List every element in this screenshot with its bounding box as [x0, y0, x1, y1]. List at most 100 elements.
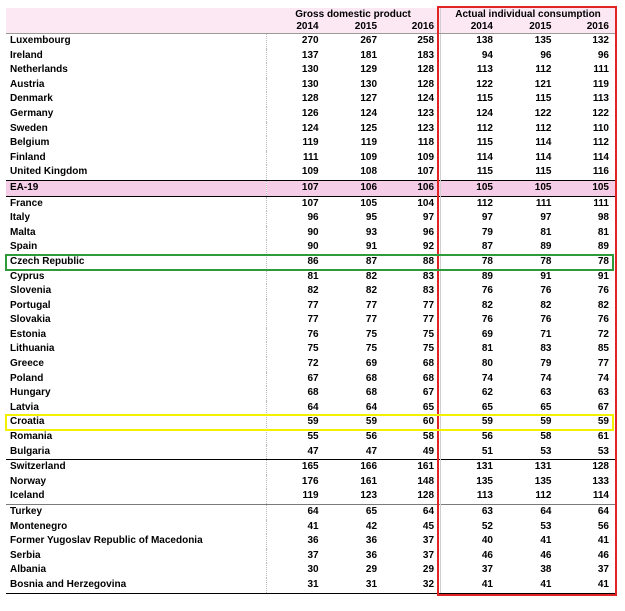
year-header-row: 2014 2015 2016 2014 2015 2016: [6, 21, 615, 34]
aic-value-cell: 74: [440, 371, 499, 387]
aic-value-cell: 76: [597, 314, 609, 326]
country-name-cell: Austria: [10, 78, 45, 90]
table-row: Austria 130 130 128 122 121 119: [6, 77, 615, 93]
country-name-cell: Finland: [10, 151, 46, 163]
aic-value-cell: 76: [440, 284, 499, 299]
country-name-cell: EA-19: [6, 179, 267, 197]
gdp-value-cell: 75: [422, 328, 435, 340]
table-row: Croatia 59 59 60 59 59 59: [6, 415, 615, 431]
gdp-value-cell: 31: [265, 577, 325, 594]
gdp-value-cell: 77: [422, 314, 435, 326]
gdp-value-cell: 109: [265, 165, 325, 181]
gdp-value-cell: 90: [265, 240, 325, 255]
aic-value-cell: 63: [440, 503, 499, 520]
aic-value-cell: 87: [440, 240, 499, 255]
aic-value-cell: 122: [534, 107, 552, 119]
gdp-value-cell: 82: [365, 285, 378, 297]
gdp-value-cell: 130: [265, 63, 325, 78]
table-row: Hungary 68 68 67 62 63 63: [6, 386, 615, 401]
table-row: Malta 90 93 96 79 81 81: [6, 225, 615, 241]
aic-value-cell: 121: [534, 78, 552, 90]
table-row: EA-19 107 106 106 105 105 105: [6, 179, 615, 197]
country-name-cell: Bulgaria: [10, 445, 51, 457]
aic-value-cell: 91: [540, 270, 552, 282]
country-name-cell: Slovenia: [10, 285, 52, 297]
gdp-value-cell: 91: [365, 241, 378, 253]
gdp-value-cell: 47: [365, 445, 378, 457]
aic-value-cell: 96: [540, 49, 552, 61]
country-name-cell: Belgium: [10, 137, 50, 149]
aic-value-cell: 111: [593, 64, 609, 76]
gdp-value-cell: 29: [365, 564, 378, 576]
year-header-gdp-2015: 2015: [324, 21, 384, 34]
aic-value-cell: 79: [540, 358, 552, 370]
aic-value-cell: 58: [540, 431, 552, 443]
aic-value-cell: 124: [440, 106, 499, 122]
gdp-value-cell: 30: [265, 563, 325, 578]
aic-value-cell: 119: [592, 78, 609, 90]
aic-value-cell: 53: [540, 445, 552, 457]
gdp-value-cell: 88: [422, 255, 435, 267]
aic-value-cell: 59: [597, 416, 609, 428]
aic-value-cell: 56: [440, 430, 499, 445]
gdp-value-cell: 45: [422, 520, 435, 532]
gdp-value-cell: 161: [383, 459, 441, 475]
gdp-value-cell: 68: [365, 387, 378, 399]
gdp-value-cell: 127: [360, 93, 378, 105]
gdp-value-cell: 32: [383, 577, 441, 594]
gdp-value-cell: 161: [360, 475, 378, 487]
gdp-value-cell: 64: [265, 400, 325, 416]
country-name-cell: Estonia: [10, 328, 47, 340]
table-row: Albania 30 29 29 37 38 37: [6, 563, 615, 578]
country-name-cell: Poland: [10, 372, 44, 384]
aic-value-cell: 74: [540, 372, 552, 384]
gdp-value-cell: 64: [365, 401, 378, 413]
aic-value-cell: 37: [597, 564, 609, 576]
aic-value-cell: 79: [440, 225, 499, 241]
country-name-cell: Slovakia: [10, 314, 51, 326]
aic-value-cell: 112: [535, 122, 552, 134]
aic-value-cell: 138: [440, 33, 499, 49]
table-row: Turkey 64 65 64 63 64 64: [6, 503, 615, 520]
gdp-value-cell: 67: [265, 371, 325, 387]
aic-value-cell: 96: [597, 49, 609, 61]
aic-value-cell: 112: [440, 121, 499, 137]
gdp-value-cell: 37: [422, 535, 435, 547]
aic-value-cell: 53: [540, 520, 552, 532]
gdp-value-cell: 96: [422, 226, 435, 238]
table-row: Finland 111 109 109 114 114 114: [6, 150, 615, 166]
country-name-cell: Germany: [10, 107, 54, 119]
gdp-value-cell: 123: [417, 107, 435, 119]
aic-value-cell: 97: [540, 212, 552, 224]
aic-value-cell: 81: [597, 226, 609, 238]
gdp-value-cell: 181: [360, 49, 378, 61]
aic-value-cell: 116: [592, 166, 609, 178]
gdp-value-cell: 37: [422, 549, 435, 561]
country-name-cell: Denmark: [10, 93, 53, 105]
gdp-group-header: Gross domestic product: [266, 8, 441, 21]
gdp-value-cell: 81: [265, 269, 325, 285]
table-row: Montenegro 41 42 45 52 53 56: [6, 519, 615, 535]
country-name-cell: Serbia: [10, 549, 41, 561]
table-row: Poland 67 68 68 74 74 74: [6, 371, 615, 387]
aic-value-cell: 78: [440, 254, 499, 270]
aic-value-cell: 81: [440, 342, 499, 358]
gdp-value-cell: 75: [365, 328, 378, 340]
gdp-value-cell: 87: [365, 255, 378, 267]
aic-value-cell: 46: [597, 549, 609, 561]
country-name-cell: Italy: [10, 212, 31, 224]
aic-value-cell: 105: [557, 179, 615, 197]
aic-value-cell: 113: [592, 93, 609, 105]
gdp-value-cell: 92: [422, 241, 435, 253]
gdp-value-cell: 75: [422, 343, 435, 355]
aic-value-cell: 112: [592, 137, 609, 149]
country-name-cell: Croatia: [10, 416, 45, 428]
gdp-value-cell: 105: [324, 195, 384, 212]
gdp-value-cell: 118: [417, 137, 435, 149]
gdp-value-cell: 108: [360, 166, 378, 178]
gdp-value-cell: 31: [324, 577, 384, 594]
gdp-value-cell: 72: [265, 357, 325, 372]
aic-value-cell: 114: [535, 151, 552, 163]
gdp-value-cell: 68: [365, 372, 378, 384]
gdp-value-cell: 55: [265, 430, 325, 445]
